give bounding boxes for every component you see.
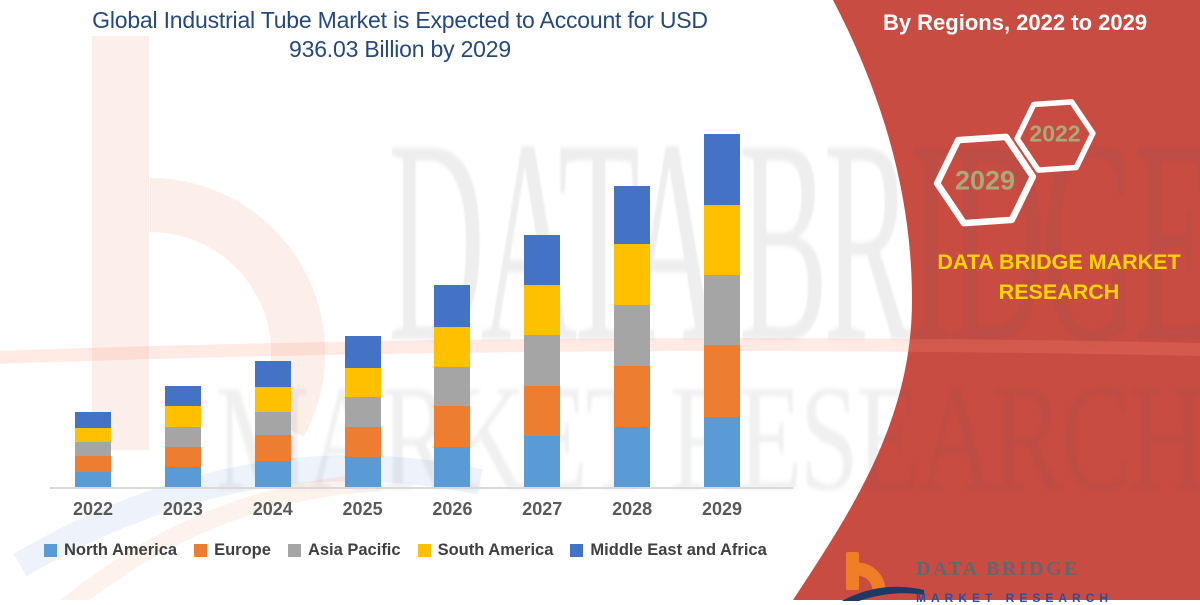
bar-segment-middle-east-and-africa-2026 [434, 284, 471, 327]
chart-title-line1: Global Industrial Tube Market is Expecte… [92, 7, 708, 33]
x-axis-label-2024: 2024 [252, 499, 293, 519]
bar-segment-europe-2027 [524, 385, 561, 436]
legend-label-south-america: South America [437, 541, 554, 559]
chart-title-line2: 936.03 Billion by 2029 [289, 36, 511, 62]
x-axis-label-2022: 2022 [72, 499, 114, 519]
bar-segment-asia-pacific-2028 [614, 305, 651, 366]
bar-segment-middle-east-and-africa-2027 [524, 234, 561, 285]
bar-segment-europe-2023 [164, 446, 201, 468]
legend-label-north-america: North America [64, 541, 178, 559]
bar-segment-middle-east-and-africa-2025 [344, 336, 381, 368]
hexagon-2029 [933, 133, 1037, 227]
legend-item-middle-east-and-africa: Middle East and Africa [570, 541, 767, 560]
bar-segment-south-america-2027 [524, 284, 561, 335]
brand-text-line2: RESEARCH [998, 280, 1120, 304]
brand-text-line1: DATA BRIDGE MARKET [937, 250, 1181, 274]
bar-segment-europe-2026 [434, 405, 471, 447]
bar-segment-south-america-2026 [434, 326, 471, 367]
chart-legend: North America Europe Asia Pacific South Ame… [44, 541, 767, 560]
legend-swatch-south-america [417, 544, 431, 557]
hexagon-2022-label: 2022 [1029, 120, 1081, 147]
bar-segment-europe-2025 [344, 427, 381, 457]
bar-segment-north-america-2027 [524, 435, 561, 487]
bar-segment-europe-2029 [704, 344, 741, 417]
legend-swatch-asia-pacific [287, 544, 301, 557]
legend-swatch-middle-east-and-africa [570, 544, 584, 557]
footer-logo-name: DATA BRIDGE [916, 558, 1081, 580]
bar-segment-asia-pacific-2025 [344, 397, 381, 427]
bar-segment-north-america-2026 [434, 446, 471, 487]
x-axis-label-2028: 2028 [612, 499, 653, 519]
bar-segment-north-america-2025 [344, 457, 381, 487]
bar-segment-north-america-2022 [75, 471, 111, 487]
hexagon-2029-label: 2029 [954, 165, 1016, 196]
bar-segment-north-america-2029 [704, 416, 741, 487]
red-ribbon-path [793, 0, 1200, 600]
x-axis-label-2026: 2026 [432, 499, 473, 519]
bar-segment-south-america-2028 [614, 244, 651, 306]
hexagon-2022 [1014, 99, 1096, 173]
x-axis-label-2029: 2029 [701, 499, 743, 519]
bar-segment-middle-east-and-africa-2029 [704, 134, 741, 205]
chart-title: Global Industrial Tube Market is Expecte… [40, 6, 760, 64]
legend-swatch-europe [194, 544, 208, 557]
footer-logo-subtext: MARKET RESEARCH [916, 591, 1114, 605]
bar-segment-asia-pacific-2027 [524, 334, 561, 386]
legend-label-asia-pacific: Asia Pacific [307, 541, 401, 559]
legend-label-middle-east-and-africa: Middle East and Africa [590, 541, 767, 559]
bar-segment-north-america-2028 [614, 427, 651, 487]
legend-label-europe: Europe [214, 541, 271, 559]
bar-segment-europe-2028 [614, 365, 651, 427]
bar-segment-north-america-2024 [254, 460, 291, 487]
brand-text: DATA BRIDGE MARKET RESEARCH [920, 247, 1198, 307]
x-axis-label-2023: 2023 [162, 499, 203, 519]
bar-segment-middle-east-and-africa-2028 [614, 185, 651, 245]
x-axis-label-2027: 2027 [522, 499, 563, 519]
ribbon-heading: By Regions, 2022 to 2029 [882, 10, 1148, 35]
legend-item-south-america: South America [417, 541, 554, 560]
bar-segment-asia-pacific-2029 [704, 274, 741, 345]
legend-swatch-north-america [44, 544, 57, 557]
x-axis-label-2025: 2025 [342, 499, 383, 519]
legend-item-north-america: North America [44, 541, 177, 560]
footer-logo-icon [841, 552, 924, 601]
footer-logo-swoosh [841, 586, 924, 601]
footer-logo-b-stem [846, 552, 859, 590]
bar-segment-north-america-2023 [164, 467, 201, 487]
legend-item-asia-pacific: Asia Pacific [287, 541, 401, 560]
bar-segment-south-america-2025 [344, 368, 381, 397]
legend-item-europe: Europe [194, 541, 271, 560]
x-axis-line [50, 487, 793, 489]
bar-segment-europe-2024 [254, 435, 291, 461]
bar-segment-south-america-2029 [704, 204, 741, 275]
bar-segment-europe-2022 [75, 455, 111, 472]
footer-logo-b-bowl [855, 562, 886, 592]
bar-segment-asia-pacific-2026 [434, 366, 471, 406]
